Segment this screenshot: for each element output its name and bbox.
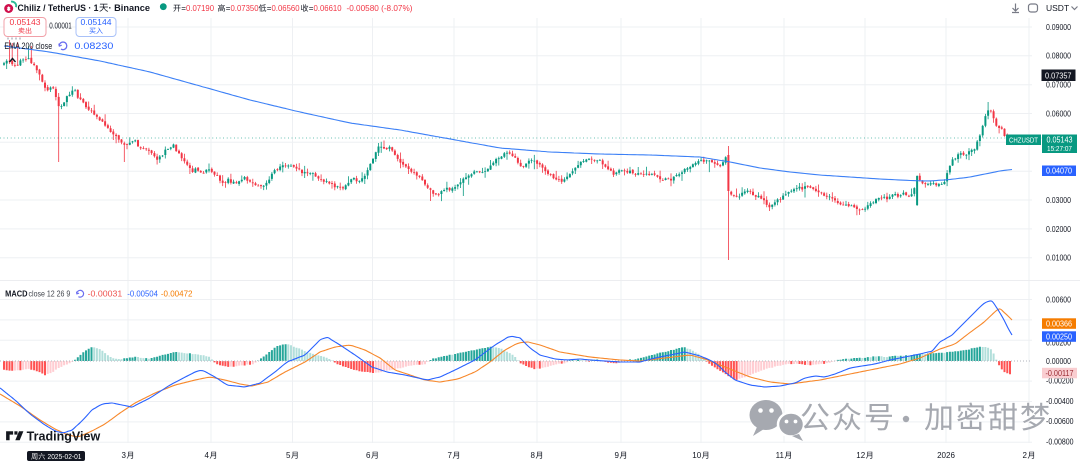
svg-text:7: 7 bbox=[448, 451, 453, 460]
svg-text:12: 12 bbox=[856, 451, 865, 460]
svg-text:-0.00600: -0.00600 bbox=[1046, 417, 1074, 426]
svg-text:0.06560: 0.06560 bbox=[272, 4, 301, 13]
svg-text:0.07190: 0.07190 bbox=[186, 4, 215, 13]
svg-text:3: 3 bbox=[122, 451, 127, 460]
svg-text:2: 2 bbox=[1023, 451, 1028, 460]
svg-text:TradingView: TradingView bbox=[27, 430, 101, 444]
svg-text:15:27:07: 15:27:07 bbox=[1047, 144, 1072, 153]
svg-text:MACD: MACD bbox=[5, 288, 27, 298]
svg-text:0.00366: 0.00366 bbox=[1046, 319, 1072, 328]
svg-text:=: = bbox=[267, 4, 272, 13]
svg-text:0.03000: 0.03000 bbox=[1046, 196, 1071, 205]
svg-text:0.00250: 0.00250 bbox=[1046, 332, 1072, 341]
svg-text:=: = bbox=[226, 4, 231, 13]
svg-text:0.05144: 0.05144 bbox=[81, 17, 112, 27]
svg-text:8: 8 bbox=[531, 451, 536, 460]
svg-text:0.00600: 0.00600 bbox=[1046, 295, 1071, 304]
svg-text:5: 5 bbox=[286, 451, 291, 460]
svg-text:=: = bbox=[309, 4, 314, 13]
svg-text:0.01000: 0.01000 bbox=[1046, 254, 1071, 263]
svg-text:-0.00200: -0.00200 bbox=[1046, 377, 1074, 386]
svg-text:0.09000: 0.09000 bbox=[1046, 23, 1071, 32]
svg-text:0.05143: 0.05143 bbox=[10, 17, 41, 27]
svg-text:-0.00400: -0.00400 bbox=[1046, 397, 1074, 406]
svg-text:-0.00472: -0.00472 bbox=[161, 288, 193, 298]
svg-text:4: 4 bbox=[205, 451, 210, 460]
svg-text:-0.00580 (-8.07%): -0.00580 (-8.07%) bbox=[347, 4, 413, 13]
svg-text:0.08000: 0.08000 bbox=[1046, 52, 1071, 61]
svg-text:0.02000: 0.02000 bbox=[1046, 225, 1071, 234]
svg-text:10: 10 bbox=[692, 451, 701, 460]
svg-text:0.05143: 0.05143 bbox=[1047, 135, 1073, 144]
svg-text:0.07357: 0.07357 bbox=[1045, 71, 1072, 80]
svg-text:0.07000: 0.07000 bbox=[1046, 81, 1071, 90]
svg-text:0.06610: 0.06610 bbox=[314, 4, 343, 13]
svg-text:11: 11 bbox=[776, 451, 785, 460]
svg-text:Chiliz / TetherUS · 1: Chiliz / TetherUS · 1 bbox=[18, 3, 100, 14]
svg-text:0.08230: 0.08230 bbox=[74, 41, 113, 52]
svg-text:· Binance: · Binance bbox=[109, 3, 151, 14]
svg-text:=: = bbox=[181, 4, 186, 13]
svg-text:CHZUSDT: CHZUSDT bbox=[1009, 138, 1039, 145]
svg-text:0.04070: 0.04070 bbox=[1046, 167, 1072, 176]
svg-text:0.07350: 0.07350 bbox=[231, 4, 260, 13]
svg-text:0.00001: 0.00001 bbox=[49, 21, 72, 30]
svg-text:-0.00117: -0.00117 bbox=[1046, 369, 1074, 378]
svg-text:-0.00800: -0.00800 bbox=[1046, 438, 1074, 447]
svg-text:close 12 26 9: close 12 26 9 bbox=[29, 288, 71, 298]
svg-text:2026: 2026 bbox=[937, 451, 955, 460]
svg-text:0.00200: 0.00200 bbox=[1046, 338, 1071, 347]
svg-text:2025-02-01: 2025-02-01 bbox=[48, 452, 82, 461]
svg-text:0.00000: 0.00000 bbox=[1046, 357, 1071, 366]
svg-text:-0.00031: -0.00031 bbox=[88, 288, 123, 298]
svg-text:-0.00504: -0.00504 bbox=[127, 288, 158, 298]
svg-text:EMA 200 close: EMA 200 close bbox=[4, 41, 52, 51]
svg-text:USDT: USDT bbox=[1046, 3, 1069, 13]
svg-text:9: 9 bbox=[615, 451, 620, 460]
svg-text:6: 6 bbox=[366, 451, 371, 460]
svg-text:0.06000: 0.06000 bbox=[1046, 109, 1071, 118]
